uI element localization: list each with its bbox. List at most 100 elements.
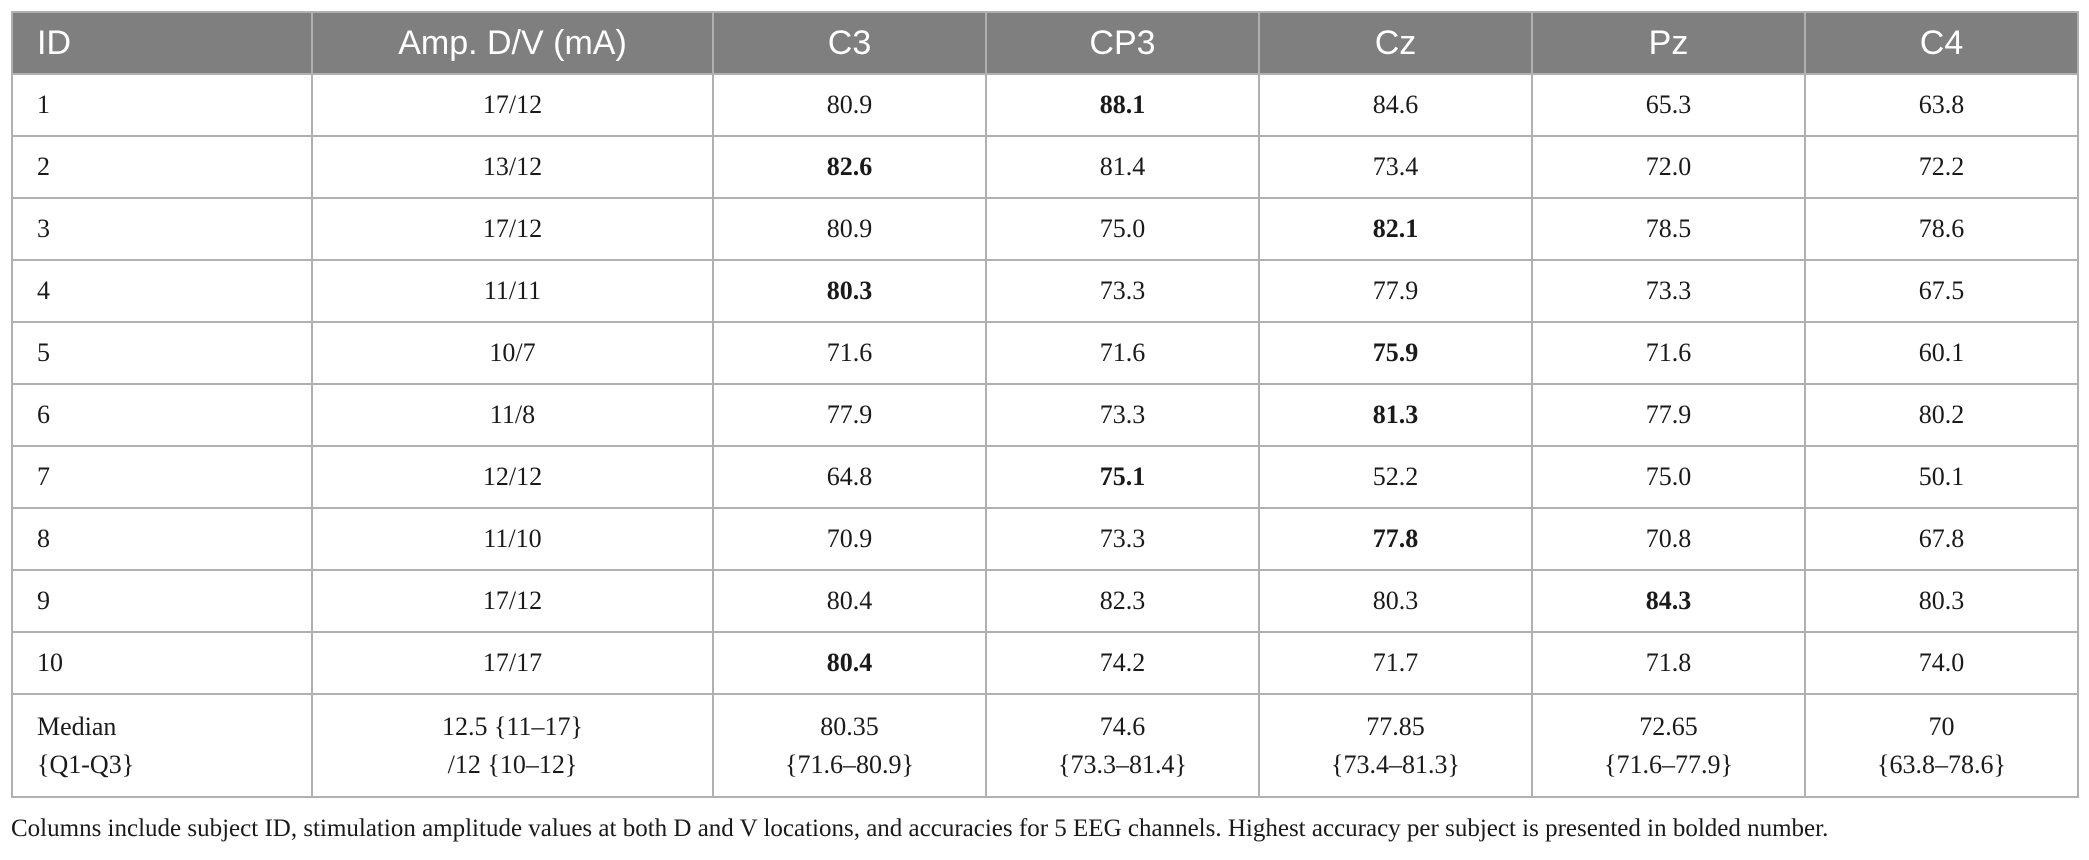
quartile-range: {73.3–81.4} — [1058, 749, 1187, 779]
table-row: 6 11/8 77.9 73.3 81.3 77.9 80.2 — [11, 383, 2079, 447]
median-row: Median {Q1-Q3} 12.5 {11–17} /12 {10–12} … — [11, 693, 2079, 798]
accuracy-cell-c4: 63.8 — [1804, 73, 2079, 137]
accuracy-cell-pz: 71.8 — [1531, 631, 1806, 695]
accuracy-cell-c4: 60.1 — [1804, 321, 2079, 385]
table-row: 3 17/12 80.9 75.0 82.1 78.5 78.6 — [11, 197, 2079, 261]
header-row: ID Amp. D/V (mA) C3 CP3 Cz Pz C4 — [11, 11, 2079, 75]
accuracy-cell-c4: 67.5 — [1804, 259, 2079, 323]
accuracy-cell-cp3: 88.1 — [985, 73, 1260, 137]
median-label: Median — [37, 711, 117, 741]
quartile-label: {Q1-Q3} — [37, 749, 135, 779]
median-amp-cell: 12.5 {11–17} /12 {10–12} — [311, 693, 714, 798]
subject-id-cell: 3 — [11, 197, 313, 261]
median-label-cell: Median {Q1-Q3} — [11, 693, 313, 798]
table-row: 4 11/11 80.3 73.3 77.9 73.3 67.5 — [11, 259, 2079, 323]
accuracy-cell-pz: 73.3 — [1531, 259, 1806, 323]
table-row: 5 10/7 71.6 71.6 75.9 71.6 60.1 — [11, 321, 2079, 385]
subject-id-cell: 8 — [11, 507, 313, 571]
accuracy-cell-pz: 72.0 — [1531, 135, 1806, 199]
subject-id-cell: 1 — [11, 73, 313, 137]
accuracy-cell-pz: 75.0 — [1531, 445, 1806, 509]
accuracy-cell-cz: 84.6 — [1258, 73, 1533, 137]
quartile-range: {63.8–78.6} — [1877, 749, 2006, 779]
table-row: 8 11/10 70.9 73.3 77.8 70.8 67.8 — [11, 507, 2079, 571]
accuracy-cell-cp3: 73.3 — [985, 259, 1260, 323]
median-value: 70 — [1928, 711, 1955, 741]
accuracy-cell-cz: 77.8 — [1258, 507, 1533, 571]
amplitude-cell: 10/7 — [311, 321, 714, 385]
accuracy-cell-pz: 65.3 — [1531, 73, 1806, 137]
accuracy-cell-pz: 71.6 — [1531, 321, 1806, 385]
accuracy-cell-c4: 78.6 — [1804, 197, 2079, 261]
eeg-accuracy-table-container: ID Amp. D/V (mA) C3 CP3 Cz Pz C4 1 17/12 8… — [11, 11, 2079, 798]
header-cell-amp: Amp. D/V (mA) — [311, 11, 714, 75]
table-row: 2 13/12 82.6 81.4 73.4 72.0 72.2 — [11, 135, 2079, 199]
subject-id-cell: 9 — [11, 569, 313, 633]
subject-id-cell: 10 — [11, 631, 313, 695]
header-cell-cz: Cz — [1258, 11, 1533, 75]
accuracy-cell-pz: 77.9 — [1531, 383, 1806, 447]
accuracy-cell-cz: 75.9 — [1258, 321, 1533, 385]
quartile-range: {71.6–80.9} — [785, 749, 914, 779]
median-value: 74.6 — [1099, 711, 1146, 741]
header-cell-c4: C4 — [1804, 11, 2079, 75]
median-value: 72.65 — [1639, 711, 1698, 741]
median-amp-d: 12.5 {11–17} — [442, 711, 583, 741]
accuracy-cell-pz: 70.8 — [1531, 507, 1806, 571]
accuracy-cell-cz: 73.4 — [1258, 135, 1533, 199]
accuracy-cell-c3: 82.6 — [712, 135, 987, 199]
accuracy-cell-c3: 71.6 — [712, 321, 987, 385]
table-row: 1 17/12 80.9 88.1 84.6 65.3 63.8 — [11, 73, 2079, 137]
accuracy-cell-cp3: 75.0 — [985, 197, 1260, 261]
accuracy-cell-c4: 74.0 — [1804, 631, 2079, 695]
accuracy-cell-pz: 84.3 — [1531, 569, 1806, 633]
median-value: 77.85 — [1366, 711, 1425, 741]
median-cell-cp3: 74.6 {73.3–81.4} — [985, 693, 1260, 798]
median-value: 80.35 — [820, 711, 879, 741]
accuracy-cell-cp3: 82.3 — [985, 569, 1260, 633]
amplitude-cell: 11/11 — [311, 259, 714, 323]
accuracy-cell-cz: 52.2 — [1258, 445, 1533, 509]
amplitude-cell: 17/12 — [311, 73, 714, 137]
eeg-accuracy-table: ID Amp. D/V (mA) C3 CP3 Cz Pz C4 1 17/12 8… — [11, 11, 2079, 798]
header-cell-c3: C3 — [712, 11, 987, 75]
accuracy-cell-cz: 81.3 — [1258, 383, 1533, 447]
header-cell-pz: Pz — [1531, 11, 1806, 75]
accuracy-cell-c3: 80.9 — [712, 197, 987, 261]
accuracy-cell-cz: 82.1 — [1258, 197, 1533, 261]
subject-id-cell: 4 — [11, 259, 313, 323]
table-row: 7 12/12 64.8 75.1 52.2 75.0 50.1 — [11, 445, 2079, 509]
accuracy-cell-cp3: 81.4 — [985, 135, 1260, 199]
subject-id-cell: 6 — [11, 383, 313, 447]
median-cell-c3: 80.35 {71.6–80.9} — [712, 693, 987, 798]
accuracy-cell-c4: 50.1 — [1804, 445, 2079, 509]
amplitude-cell: 11/10 — [311, 507, 714, 571]
accuracy-cell-cz: 77.9 — [1258, 259, 1533, 323]
amplitude-cell: 11/8 — [311, 383, 714, 447]
table-footnote: Columns include subject ID, stimulation … — [11, 815, 1829, 842]
accuracy-cell-cp3: 75.1 — [985, 445, 1260, 509]
quartile-range: {71.6–77.9} — [1604, 749, 1733, 779]
median-cell-c4: 70 {63.8–78.6} — [1804, 693, 2079, 798]
accuracy-cell-c3: 64.8 — [712, 445, 987, 509]
amplitude-cell: 13/12 — [311, 135, 714, 199]
table-row: 9 17/12 80.4 82.3 80.3 84.3 80.3 — [11, 569, 2079, 633]
accuracy-cell-cp3: 73.3 — [985, 383, 1260, 447]
accuracy-cell-c3: 80.4 — [712, 631, 987, 695]
accuracy-cell-c4: 80.3 — [1804, 569, 2079, 633]
amplitude-cell: 17/17 — [311, 631, 714, 695]
accuracy-cell-cz: 80.3 — [1258, 569, 1533, 633]
accuracy-cell-cp3: 71.6 — [985, 321, 1260, 385]
table-row: 10 17/17 80.4 74.2 71.7 71.8 74.0 — [11, 631, 2079, 695]
accuracy-cell-c4: 72.2 — [1804, 135, 2079, 199]
accuracy-cell-c3: 70.9 — [712, 507, 987, 571]
subject-id-cell: 7 — [11, 445, 313, 509]
accuracy-cell-cp3: 73.3 — [985, 507, 1260, 571]
accuracy-cell-pz: 78.5 — [1531, 197, 1806, 261]
header-cell-id: ID — [11, 11, 313, 75]
accuracy-cell-c4: 67.8 — [1804, 507, 2079, 571]
table-body: 1 17/12 80.9 88.1 84.6 65.3 63.8 2 13/12 82.6 81.4… — [11, 73, 2079, 798]
amplitude-cell: 17/12 — [311, 569, 714, 633]
median-cell-pz: 72.65 {71.6–77.9} — [1531, 693, 1806, 798]
accuracy-cell-c3: 80.9 — [712, 73, 987, 137]
